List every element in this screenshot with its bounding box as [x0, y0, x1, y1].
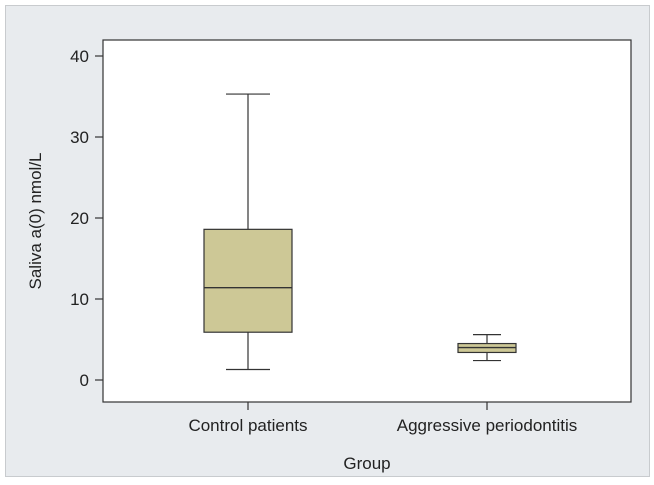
y-axis: 0 10 20 30 40: [70, 47, 103, 390]
y-tick-label-30: 30: [70, 128, 89, 147]
box: [203, 228, 293, 333]
box-group-2: [457, 334, 517, 362]
box-group-1: [203, 93, 293, 371]
y-tick-label-20: 20: [70, 209, 89, 228]
y-tick-label-40: 40: [70, 47, 89, 66]
y-axis-title: Saliva a(0) nmol/L: [26, 152, 45, 289]
plot-area: [102, 39, 632, 403]
x-tick-label-1: Control patients: [188, 416, 307, 435]
x-axis: Control patients Aggressive periodontitis: [188, 402, 577, 435]
x-tick-label-2: Aggressive periodontitis: [397, 416, 577, 435]
boxes: [203, 93, 517, 371]
y-tick-label-0: 0: [80, 371, 89, 390]
y-tick-label-10: 10: [70, 290, 89, 309]
x-axis-title: Group: [343, 454, 390, 473]
